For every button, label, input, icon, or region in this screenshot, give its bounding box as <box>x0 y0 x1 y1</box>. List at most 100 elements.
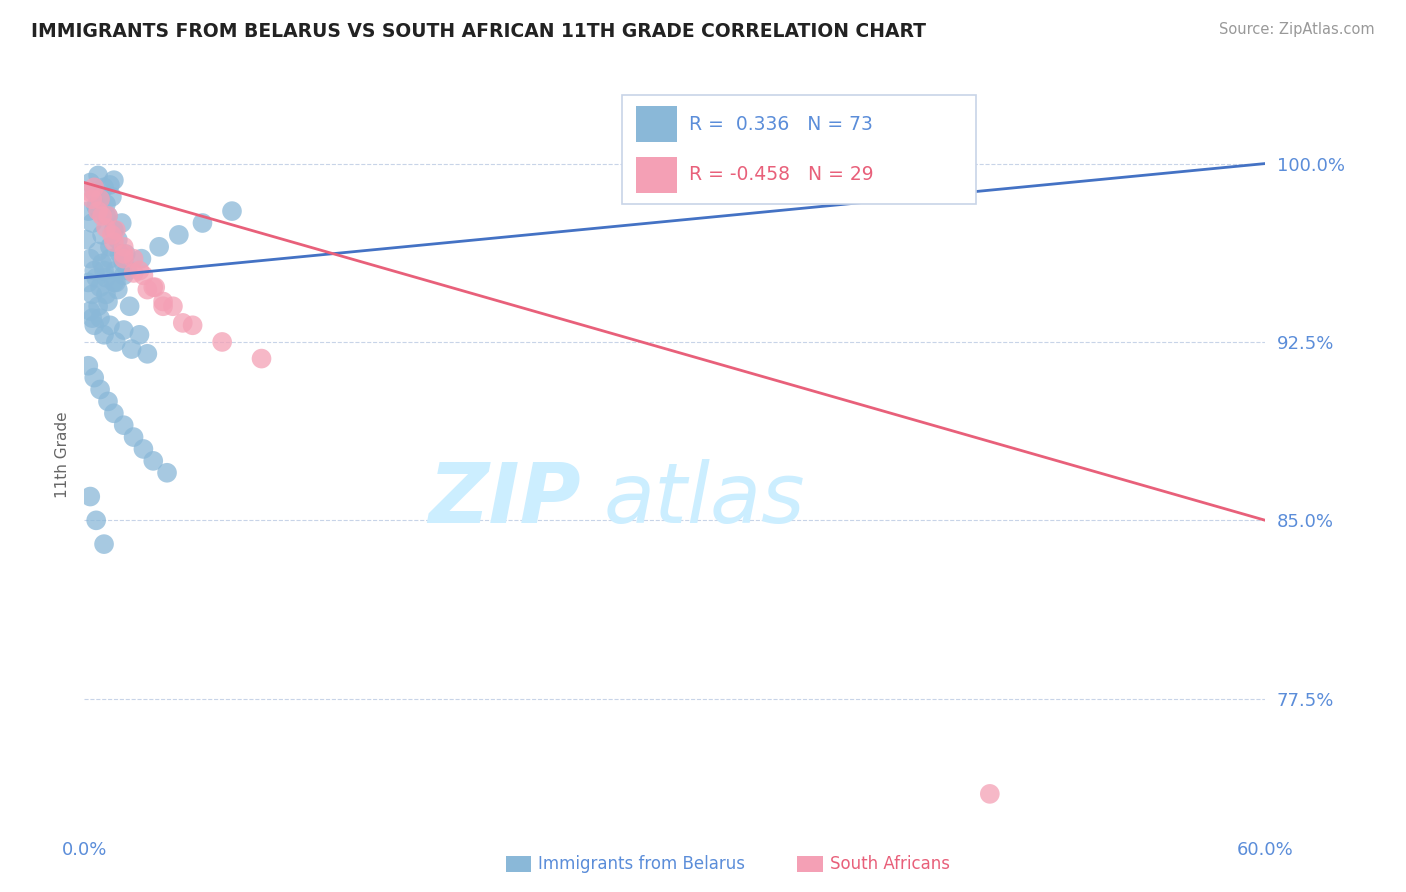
Point <box>101 227 124 242</box>
Text: ZIP: ZIP <box>427 459 581 541</box>
Point <box>93 180 115 194</box>
Text: Source: ZipAtlas.com: Source: ZipAtlas.com <box>1219 22 1375 37</box>
Point <box>87 244 110 259</box>
FancyBboxPatch shape <box>636 106 678 142</box>
Point <box>152 299 174 313</box>
Point <box>142 454 165 468</box>
Point <box>98 252 121 266</box>
Point <box>167 227 190 242</box>
Point <box>112 268 135 283</box>
Point <box>107 283 129 297</box>
Point <box>89 311 111 326</box>
Point <box>191 216 214 230</box>
Point <box>77 359 100 373</box>
Point <box>104 263 127 277</box>
Point <box>97 209 120 223</box>
Point <box>122 252 145 266</box>
Point <box>107 233 129 247</box>
Point <box>148 240 170 254</box>
Point <box>91 256 114 270</box>
Point <box>89 280 111 294</box>
Point <box>104 334 127 349</box>
Text: R =  0.336   N = 73: R = 0.336 N = 73 <box>689 115 873 134</box>
Point <box>112 247 135 261</box>
Point <box>93 327 115 342</box>
Point <box>87 204 110 219</box>
Point <box>87 169 110 183</box>
Text: atlas: atlas <box>605 459 806 541</box>
Point <box>97 394 120 409</box>
Point <box>79 252 101 266</box>
Point <box>118 299 141 313</box>
Point <box>211 334 233 349</box>
Point <box>94 209 117 223</box>
Point <box>84 199 107 213</box>
Text: R = -0.458   N = 29: R = -0.458 N = 29 <box>689 165 873 184</box>
Point <box>82 216 104 230</box>
Point <box>181 318 204 333</box>
Point <box>89 192 111 206</box>
Point <box>152 294 174 309</box>
FancyBboxPatch shape <box>621 95 976 204</box>
Point <box>101 190 124 204</box>
FancyBboxPatch shape <box>636 157 678 193</box>
Point <box>132 268 155 283</box>
Point <box>82 192 104 206</box>
Point <box>103 276 125 290</box>
Point <box>112 240 135 254</box>
Point <box>132 442 155 456</box>
Point <box>112 256 135 270</box>
Point <box>121 342 143 356</box>
Point <box>136 347 159 361</box>
Point <box>83 370 105 384</box>
Point <box>98 240 121 254</box>
Point <box>89 383 111 397</box>
Point <box>128 263 150 277</box>
Point <box>94 270 117 285</box>
Point <box>143 280 166 294</box>
Point <box>117 263 139 277</box>
Point <box>103 223 125 237</box>
Point <box>79 176 101 190</box>
Point <box>162 299 184 313</box>
Point <box>136 283 159 297</box>
Point <box>112 323 135 337</box>
Point <box>94 287 117 301</box>
Point <box>103 235 125 249</box>
Point <box>108 247 131 261</box>
Point <box>77 204 100 219</box>
Point <box>103 173 125 187</box>
Point <box>112 418 135 433</box>
Point <box>93 263 115 277</box>
Point <box>112 252 135 266</box>
Point <box>82 287 104 301</box>
Point <box>172 316 194 330</box>
Point <box>97 209 120 223</box>
Point <box>122 430 145 444</box>
Point <box>84 270 107 285</box>
Y-axis label: 11th Grade: 11th Grade <box>55 411 70 499</box>
Point <box>83 263 105 277</box>
Point <box>83 318 105 333</box>
Text: IMMIGRANTS FROM BELARUS VS SOUTH AFRICAN 11TH GRADE CORRELATION CHART: IMMIGRANTS FROM BELARUS VS SOUTH AFRICAN… <box>31 22 927 41</box>
Point <box>97 294 120 309</box>
Point <box>83 180 105 194</box>
Point <box>104 276 127 290</box>
Point <box>79 185 101 199</box>
Point <box>79 304 101 318</box>
Point <box>131 252 153 266</box>
Point <box>122 266 145 280</box>
Point <box>111 216 134 230</box>
Point <box>91 209 114 223</box>
Point <box>83 185 105 199</box>
Point <box>82 311 104 326</box>
Point <box>98 178 121 192</box>
Point <box>104 223 127 237</box>
Point <box>79 490 101 504</box>
Point <box>94 197 117 211</box>
Point <box>77 276 100 290</box>
Point <box>156 466 179 480</box>
Point <box>114 247 136 261</box>
Point <box>221 204 243 219</box>
Text: South Africans: South Africans <box>830 855 949 873</box>
